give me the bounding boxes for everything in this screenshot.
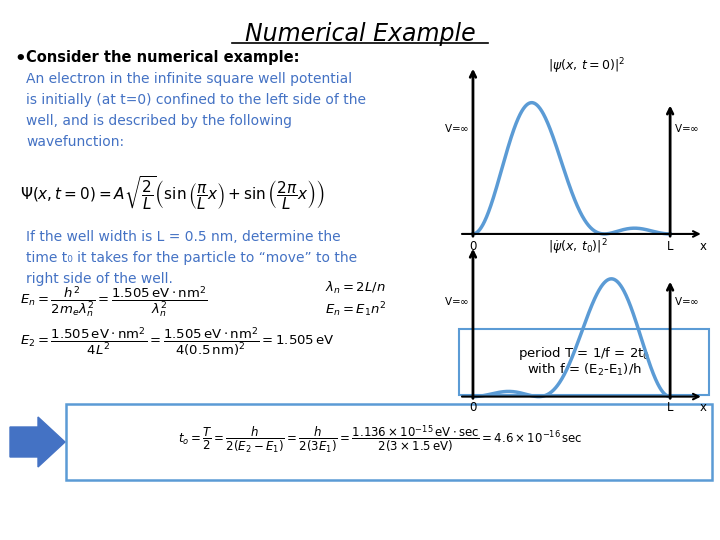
Text: $E_n=E_1 n^2$: $E_n=E_1 n^2$ <box>325 300 387 319</box>
Text: $\Psi(x,t=0)=A\sqrt{\dfrac{2}{L}}\left(\sin\left(\dfrac{\pi}{L}x\right)+\sin\lef: $\Psi(x,t=0)=A\sqrt{\dfrac{2}{L}}\left(\… <box>20 174 325 212</box>
Text: V=$\infty$: V=$\infty$ <box>444 295 469 307</box>
Text: $|\dot{\psi}(x,\,t_0)|^2$: $|\dot{\psi}(x,\,t_0)|^2$ <box>548 238 608 257</box>
Text: •: • <box>14 50 26 68</box>
Text: 0: 0 <box>469 401 477 414</box>
Text: If the well width is L = 0.5 nm, determine the
time t₀ it takes for the particle: If the well width is L = 0.5 nm, determi… <box>26 230 357 286</box>
Polygon shape <box>10 417 65 467</box>
Text: 0: 0 <box>469 240 477 253</box>
FancyBboxPatch shape <box>459 329 709 395</box>
Text: L: L <box>667 401 673 414</box>
Text: Consider the numerical example:: Consider the numerical example: <box>26 50 300 65</box>
Text: x: x <box>700 401 707 414</box>
Text: $t_o=\dfrac{T}{2}=\dfrac{h}{2(E_2-E_1)}=\dfrac{h}{2(3E_1)}=\dfrac{1.136\times10^: $t_o=\dfrac{T}{2}=\dfrac{h}{2(E_2-E_1)}=… <box>178 424 582 456</box>
Text: V=$\infty$: V=$\infty$ <box>444 122 469 133</box>
Text: x: x <box>700 240 707 253</box>
Text: An electron in the infinite square well potential
is initially (at t=0) confined: An electron in the infinite square well … <box>26 72 366 150</box>
Text: V=$\infty$: V=$\infty$ <box>674 122 699 133</box>
Text: Numerical Example: Numerical Example <box>245 22 475 46</box>
Text: $E_2=\dfrac{1.505\,\mathrm{eV\cdot nm^2}}{4L^2}=\dfrac{1.505\,\mathrm{eV\cdot nm: $E_2=\dfrac{1.505\,\mathrm{eV\cdot nm^2}… <box>20 325 335 358</box>
Text: $\lambda_n=2L/n$: $\lambda_n=2L/n$ <box>325 280 386 296</box>
Text: L: L <box>667 240 673 253</box>
FancyBboxPatch shape <box>66 404 712 480</box>
Text: $E_n=\dfrac{h^2}{2m_e\lambda_n^2}=\dfrac{1.505\,\mathrm{eV\cdot nm^2}}{\lambda_n: $E_n=\dfrac{h^2}{2m_e\lambda_n^2}=\dfrac… <box>20 285 207 320</box>
Text: period T = 1/f = 2t$_0$: period T = 1/f = 2t$_0$ <box>518 345 650 362</box>
Text: V=$\infty$: V=$\infty$ <box>674 295 699 307</box>
Text: with f = (E$_2$-E$_1$)/h: with f = (E$_2$-E$_1$)/h <box>526 362 642 378</box>
Text: $|\psi(x,\,t=0)|^2$: $|\psi(x,\,t=0)|^2$ <box>548 57 625 76</box>
